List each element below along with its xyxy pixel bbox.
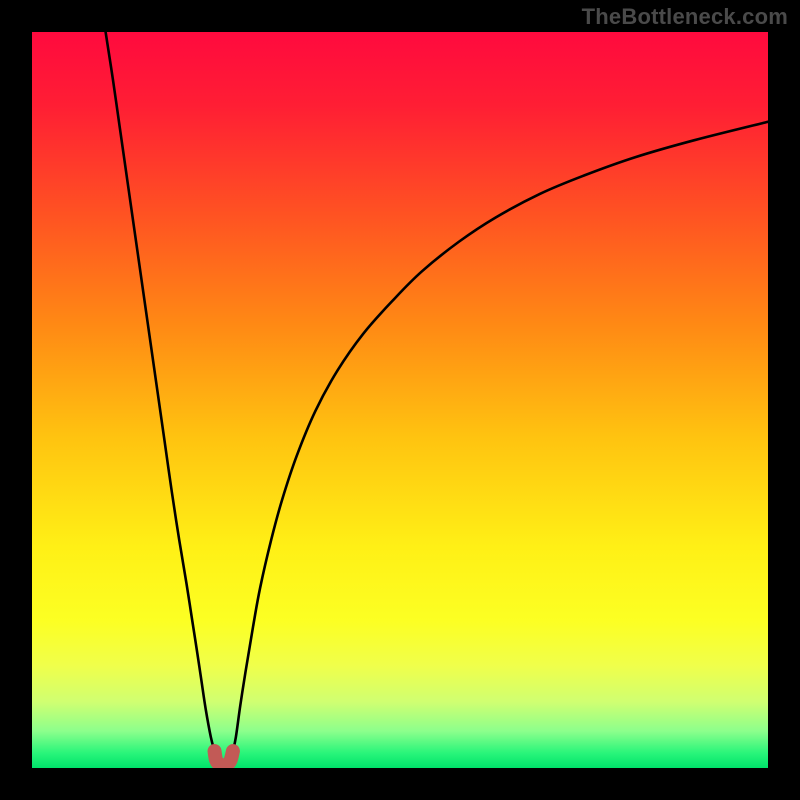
plot-area bbox=[32, 32, 768, 768]
gradient-curve-chart bbox=[32, 32, 768, 768]
chart-frame: TheBottleneck.com bbox=[0, 0, 800, 800]
attribution-label: TheBottleneck.com bbox=[582, 4, 788, 30]
